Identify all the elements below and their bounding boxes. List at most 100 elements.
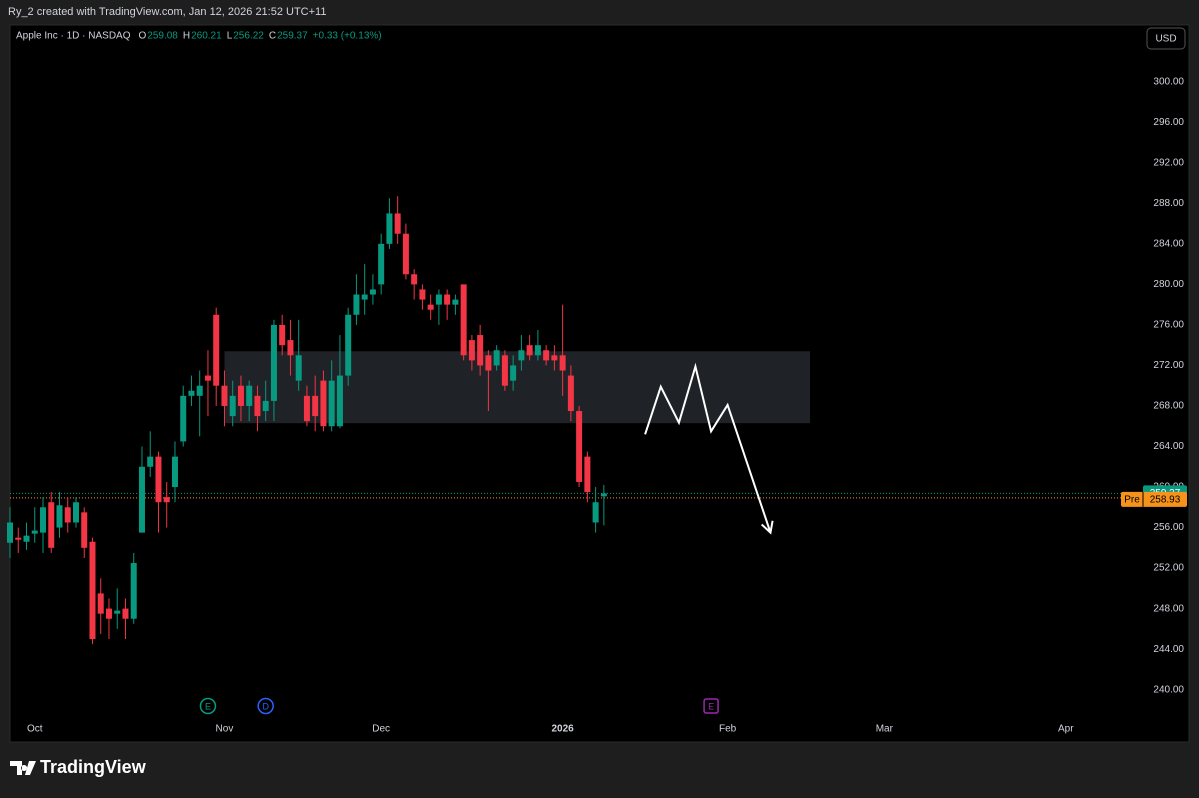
candle-body xyxy=(592,502,599,523)
candle-body xyxy=(270,324,277,401)
legend-row: Apple Inc · 1D · NASDAQ O 259.08 H 260.21 L 2… xyxy=(16,31,382,42)
candle-body xyxy=(534,345,541,356)
candle-body xyxy=(427,304,434,310)
candle-body xyxy=(435,294,442,305)
y-tick-label: 276.00 xyxy=(1153,320,1184,331)
arrow-head xyxy=(760,520,774,535)
candle-body xyxy=(114,610,121,614)
candle-body xyxy=(345,314,352,376)
candle-body xyxy=(15,537,22,540)
ohlc-value: 260.21 xyxy=(191,31,222,42)
candle-body xyxy=(320,380,327,427)
candle-body xyxy=(485,355,492,371)
candle-body xyxy=(493,350,500,366)
x-tick-label: Dec xyxy=(372,724,390,735)
ohlc-label: C xyxy=(269,31,276,42)
candle-body xyxy=(39,507,46,533)
candle-body xyxy=(262,400,269,412)
candle-body xyxy=(221,385,228,406)
currency-label[interactable]: USD xyxy=(1155,34,1176,45)
x-tick-label: Mar xyxy=(876,724,894,735)
event-label: E xyxy=(708,701,714,711)
candle-body xyxy=(246,385,253,406)
candle-body xyxy=(303,395,310,422)
candle-body xyxy=(180,395,187,442)
candle-body xyxy=(567,375,574,412)
candle-body xyxy=(97,593,104,614)
event-label: E xyxy=(205,701,211,711)
symbol: Apple Inc · 1D · NASDAQ xyxy=(16,31,131,42)
ohlc-value: 259.08 xyxy=(147,31,178,42)
candle-body xyxy=(361,294,368,300)
logo: TradingView xyxy=(10,757,147,777)
change: +0.33 (+0.13%) xyxy=(313,31,382,42)
top-bar-text: Ry_2 created with TradingView.com, Jan 1… xyxy=(8,6,326,18)
candle-body xyxy=(402,233,409,275)
candle-body xyxy=(369,289,376,295)
candle-body xyxy=(526,345,533,356)
y-tick-label: 248.00 xyxy=(1153,603,1184,614)
candle-body xyxy=(48,502,55,548)
candle-body xyxy=(130,563,137,619)
premarket-value: 258.93 xyxy=(1150,495,1181,506)
candle-body xyxy=(204,375,211,381)
currency-button[interactable] xyxy=(1146,27,1186,50)
candle-body xyxy=(138,466,145,533)
x-tick-label: Apr xyxy=(1058,724,1074,735)
candle-body xyxy=(287,340,294,356)
candle-body xyxy=(64,507,71,523)
candle-body xyxy=(386,213,393,244)
ohlc-label: L xyxy=(227,31,233,42)
candle-body xyxy=(237,385,244,406)
candle-body xyxy=(312,395,319,417)
candle-body xyxy=(196,385,203,396)
y-tick-label: 272.00 xyxy=(1153,360,1184,371)
y-tick-label: 288.00 xyxy=(1153,198,1184,209)
y-tick-label: 252.00 xyxy=(1153,563,1184,574)
y-tick-label: 244.00 xyxy=(1153,644,1184,655)
ohlc-value: 256.22 xyxy=(233,31,264,42)
candle-body xyxy=(229,395,236,417)
x-tick-label: 2026 xyxy=(552,724,575,735)
event-marker xyxy=(257,697,274,715)
candle-body xyxy=(122,608,129,619)
candle-body xyxy=(551,355,558,361)
candle-body xyxy=(419,289,426,300)
premarket-tag xyxy=(1121,491,1187,507)
candle-body xyxy=(394,213,401,234)
candle-body xyxy=(518,350,525,361)
premarket-label: Pre xyxy=(1124,495,1140,506)
logo-icon xyxy=(10,761,36,775)
candle-body xyxy=(56,505,63,528)
candle-body xyxy=(501,355,508,386)
candle-body xyxy=(510,365,517,381)
x-tick-label: Nov xyxy=(216,724,234,735)
candle-body xyxy=(576,411,583,482)
candle-body xyxy=(336,375,343,427)
candle-body xyxy=(477,335,484,366)
candle-body xyxy=(254,395,261,417)
event-marker xyxy=(199,697,217,715)
brand: TradingView xyxy=(40,757,147,777)
candle-body xyxy=(452,299,459,305)
candle-body xyxy=(213,314,220,386)
y-tick-label: 296.00 xyxy=(1153,117,1184,128)
y-tick-label: 264.00 xyxy=(1153,441,1184,452)
y-tick-label: 284.00 xyxy=(1153,238,1184,249)
ohlc-label: O xyxy=(138,31,146,42)
y-tick-label: 280.00 xyxy=(1153,279,1184,290)
candle-body xyxy=(411,274,418,285)
candle-body xyxy=(328,380,335,427)
candle-body xyxy=(353,294,360,315)
candle-body xyxy=(72,502,79,523)
candle-body xyxy=(378,243,385,285)
projection-line xyxy=(644,362,772,533)
candle-body xyxy=(279,324,286,346)
ohlc-label: H xyxy=(183,31,190,42)
candle-body xyxy=(7,522,13,543)
candle-body xyxy=(444,294,451,305)
candle-body xyxy=(23,535,30,542)
candle-body xyxy=(584,456,591,493)
